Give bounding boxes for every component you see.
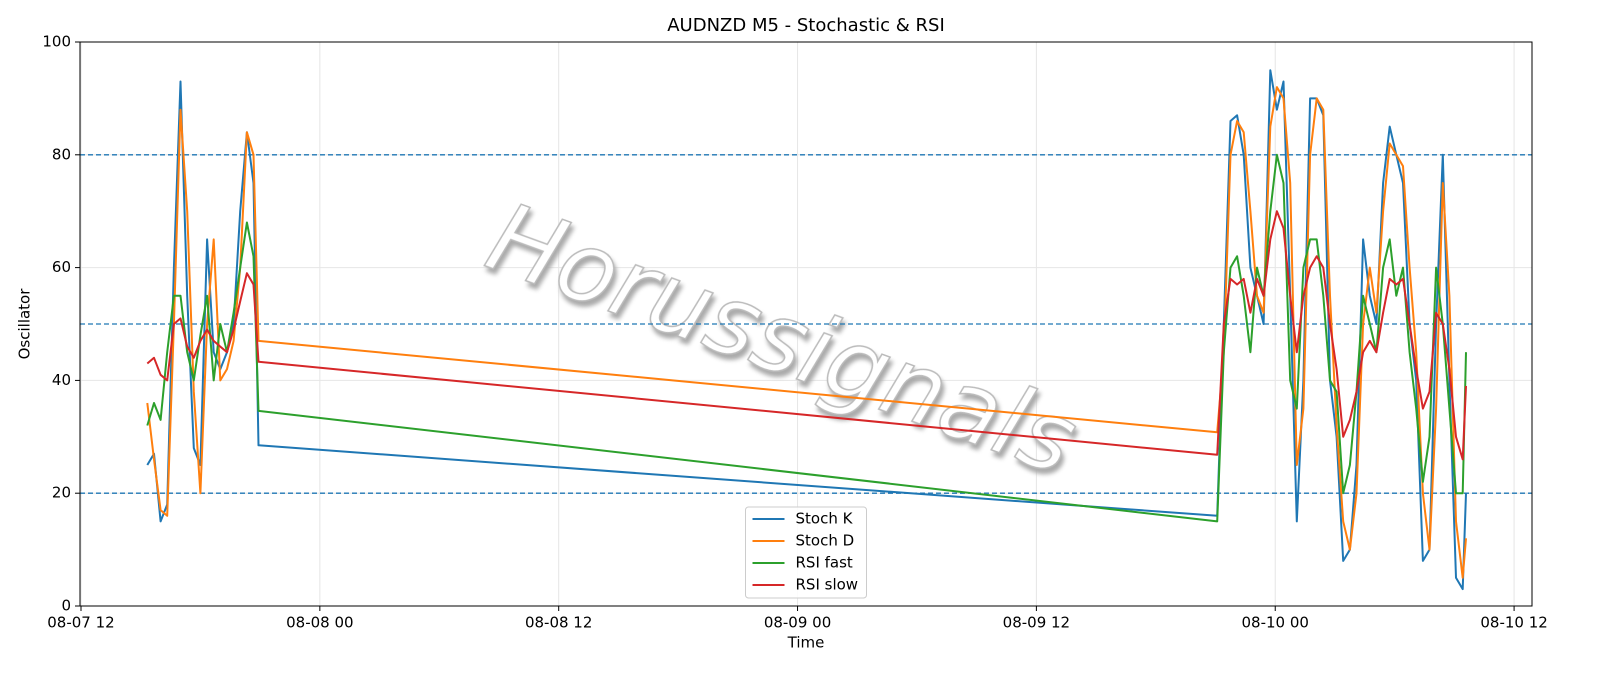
- y-tick-label: 100: [42, 33, 71, 51]
- x-tick-label: 08-10 00: [1242, 614, 1309, 632]
- y-tick-label: 60: [52, 258, 71, 276]
- x-tick-label: 08-09 00: [764, 614, 831, 632]
- x-tick-label: 08-10 12: [1480, 614, 1547, 632]
- y-tick-label: 40: [52, 371, 71, 389]
- y-tick-label: 80: [52, 145, 71, 163]
- y-axis-label: Oscillator: [16, 288, 34, 360]
- legend-label: Stoch K: [796, 510, 854, 528]
- x-tick-label: 08-08 12: [525, 614, 592, 632]
- x-tick-label: 08-07 12: [47, 614, 114, 632]
- legend-label: Stoch D: [796, 532, 855, 550]
- series-line: [146, 69, 1467, 591]
- y-tick-label: 20: [52, 484, 71, 502]
- legend-label: RSI slow: [796, 576, 859, 594]
- watermark: Horussignals: [474, 181, 1090, 497]
- x-tick-label: 08-08 00: [286, 614, 353, 632]
- series-line: [146, 153, 1467, 523]
- plot-frame: [79, 41, 1533, 607]
- legend-label: RSI fast: [796, 554, 853, 572]
- chart-title: AUDNZD M5 - Stochastic & RSI: [667, 15, 945, 36]
- series-line: [146, 210, 1467, 461]
- y-tick-label: 0: [61, 597, 71, 615]
- x-axis-label: Time: [787, 634, 825, 652]
- legend-box: [745, 506, 867, 599]
- x-tick-label: 08-09 12: [1003, 614, 1070, 632]
- series-line: [146, 86, 1467, 579]
